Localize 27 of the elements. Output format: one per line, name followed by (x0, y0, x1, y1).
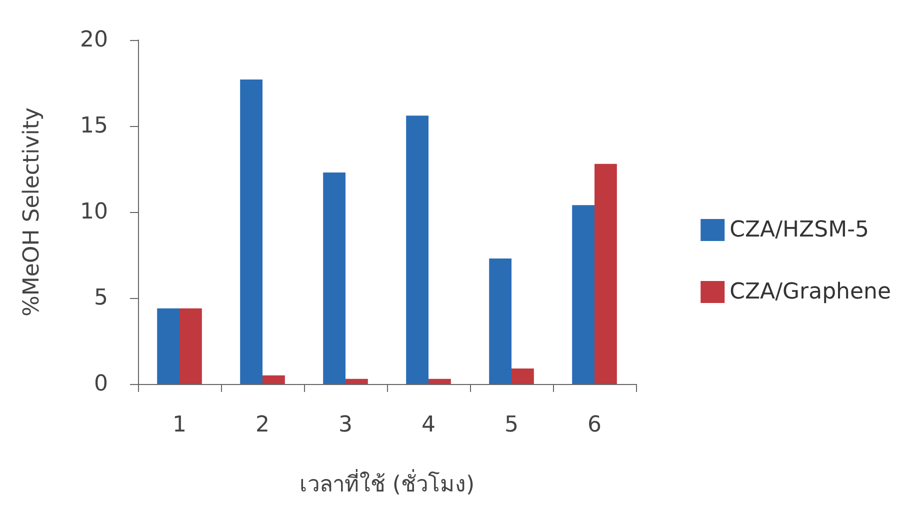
x-tick-label: 5 (504, 412, 518, 438)
x-tick-label: 6 (588, 412, 602, 438)
legend-label: CZA/Graphene (730, 280, 891, 304)
bar (428, 378, 451, 384)
x-tick-label: 3 (338, 412, 352, 438)
y-tick-label: 5 (94, 286, 108, 310)
bar (157, 308, 180, 384)
bar (323, 172, 346, 384)
y-tick-label: 20 (80, 28, 108, 52)
bar (572, 205, 594, 384)
bar (406, 116, 428, 384)
x-tick-label: 1 (172, 412, 186, 438)
x-tick-label: 2 (256, 412, 270, 438)
y-tick-label: 10 (80, 200, 108, 224)
bar (594, 164, 617, 384)
bar (512, 368, 534, 384)
x-axis-title: เวลาที่ใช้ (ชั่วโมง) (299, 468, 475, 498)
x-tick-label: 4 (422, 412, 436, 438)
bar (489, 258, 512, 384)
bar (262, 375, 285, 384)
bar (346, 378, 368, 384)
bar (180, 308, 202, 384)
y-axis-title: %MeOH Selectivity (20, 107, 44, 317)
y-tick-label: 0 (94, 372, 108, 396)
y-tick-label: 15 (80, 114, 108, 138)
bar (240, 80, 262, 384)
legend-label: CZA/HZSM-5 (730, 218, 869, 242)
